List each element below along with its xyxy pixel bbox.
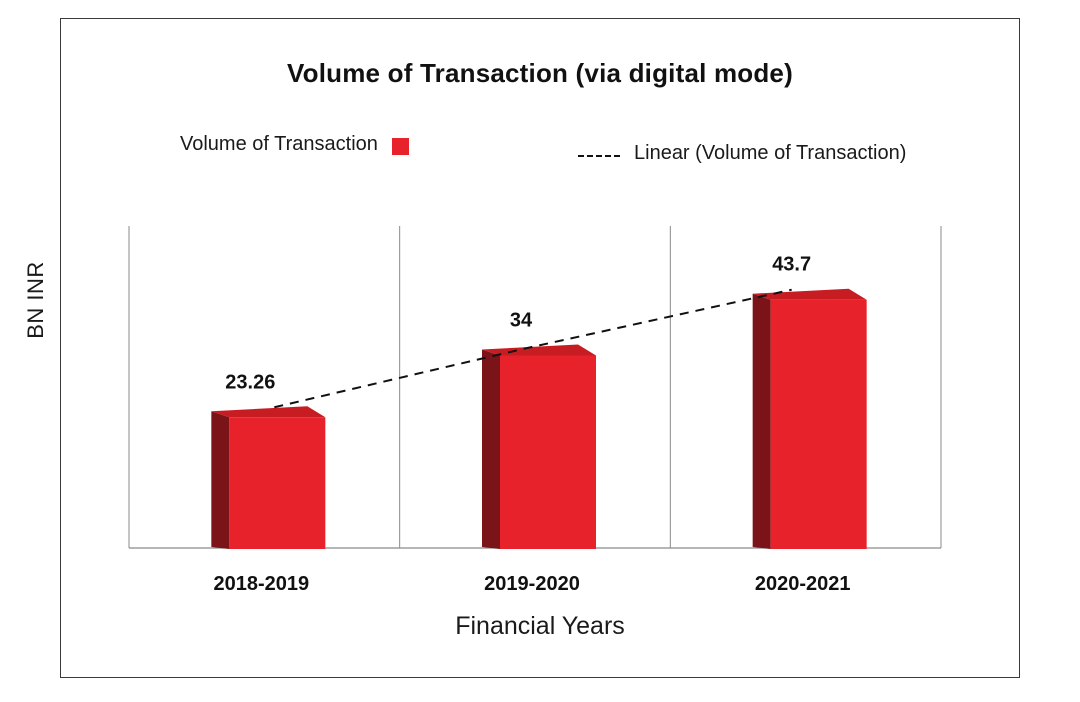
bar-side-2018-2019 — [211, 411, 230, 549]
bar-top-2018-2019 — [211, 406, 326, 418]
bar-2019-2020 — [500, 355, 596, 549]
legend-series-label: Volume of Transaction — [180, 133, 378, 155]
legend-trendline-entry: Linear (Volume of Transaction) — [578, 142, 906, 165]
bar-2018-2019 — [229, 417, 326, 549]
legend-trendline-label: Linear (Volume of Transaction) — [634, 142, 907, 164]
chart-title: Volume of Transaction (via digital mode) — [287, 58, 793, 88]
bar-side-2019-2020 — [482, 349, 500, 549]
legend-series-swatch — [391, 138, 409, 155]
chart-frame — [60, 18, 1020, 678]
bar-side-2020-2021 — [752, 293, 771, 549]
x-tick-label-2018-2019: 2018-2019 — [214, 573, 310, 595]
x-axis-label: Financial Years — [455, 612, 625, 640]
data-label-2019-2020: 34 — [510, 310, 533, 332]
data-label-2020-2021: 43.7 — [772, 254, 811, 276]
legend-trendline-dash — [578, 154, 620, 157]
bar-2020-2021 — [770, 299, 867, 549]
x-tick-label-2020-2021: 2020-2021 — [755, 573, 851, 595]
trendline — [274, 288, 792, 409]
data-label-2018-2019: 23.26 — [225, 371, 275, 393]
legend-series-entry: Volume of Transaction — [180, 133, 409, 156]
bar-top-2020-2021 — [752, 288, 867, 300]
x-tick-label-2019-2020: 2019-2020 — [484, 573, 580, 595]
